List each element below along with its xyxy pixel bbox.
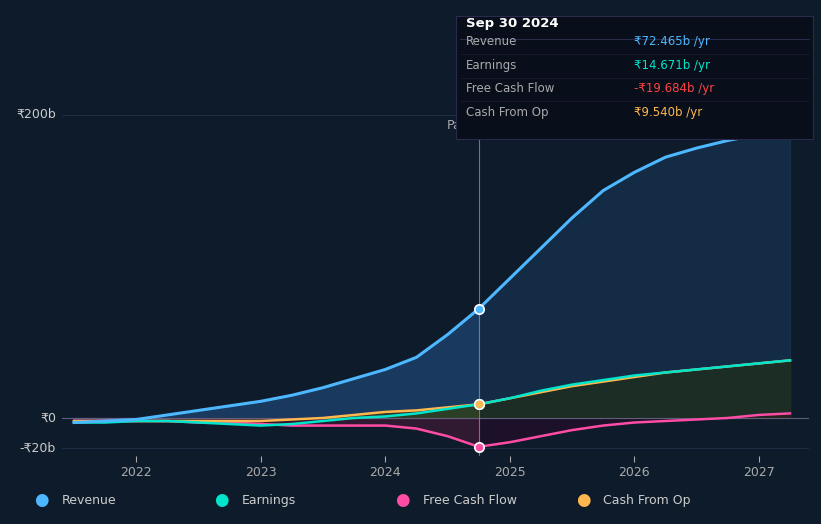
Text: ●: ● (576, 492, 590, 509)
Text: Analysts Forecasts: Analysts Forecasts (485, 119, 601, 132)
Text: ₹200b: ₹200b (16, 108, 56, 121)
Text: Free Cash Flow: Free Cash Flow (423, 494, 516, 507)
Text: Cash From Op: Cash From Op (466, 106, 548, 119)
Text: ₹9.540b /yr: ₹9.540b /yr (635, 106, 703, 119)
Text: ₹72.465b /yr: ₹72.465b /yr (635, 35, 710, 48)
Text: Past: Past (447, 119, 473, 132)
Text: Free Cash Flow: Free Cash Flow (466, 82, 554, 95)
Text: -₹20b: -₹20b (20, 442, 56, 455)
Text: Sep 30 2024: Sep 30 2024 (466, 17, 558, 30)
Text: ●: ● (34, 492, 48, 509)
Text: Cash From Op: Cash From Op (603, 494, 691, 507)
Text: Earnings: Earnings (242, 494, 296, 507)
Text: Revenue: Revenue (466, 35, 517, 48)
Text: ₹0: ₹0 (40, 411, 56, 424)
Text: Revenue: Revenue (62, 494, 117, 507)
Text: ●: ● (395, 492, 410, 509)
Text: Earnings: Earnings (466, 59, 517, 72)
Text: -₹19.684b /yr: -₹19.684b /yr (635, 82, 714, 95)
Text: ●: ● (214, 492, 229, 509)
Text: ₹14.671b /yr: ₹14.671b /yr (635, 59, 710, 72)
